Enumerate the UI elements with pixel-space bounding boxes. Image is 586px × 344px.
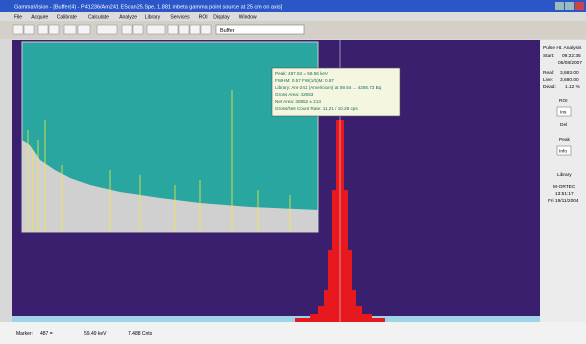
minimize-button[interactable] xyxy=(555,2,564,10)
close-button[interactable] xyxy=(575,2,584,10)
menu-item[interactable]: ROI xyxy=(199,15,208,21)
menu-item[interactable]: Display xyxy=(213,15,230,21)
marker-channel: 487 = xyxy=(40,331,53,337)
button-text: Info xyxy=(559,149,567,155)
button-text: Library xyxy=(557,172,572,178)
inset-spectrum xyxy=(22,140,318,232)
tool-button[interactable] xyxy=(63,24,77,35)
menu-item[interactable]: Library xyxy=(145,15,161,21)
status-bar xyxy=(0,322,586,344)
tool-button[interactable] xyxy=(121,24,133,35)
maximize-button[interactable] xyxy=(565,2,574,10)
tool-button[interactable] xyxy=(48,24,60,35)
tool-button[interactable] xyxy=(132,24,144,35)
tool-button[interactable] xyxy=(37,24,49,35)
tooltip-line: Library: Am-241 (Americium) at 59.54 ...… xyxy=(275,85,382,90)
tool-button[interactable] xyxy=(189,24,201,35)
buffer-select[interactable] xyxy=(215,24,305,35)
menu-item[interactable]: Services xyxy=(170,15,190,21)
tool-button[interactable] xyxy=(200,24,212,35)
tooltip-line: Gross Area: 42053 xyxy=(275,92,314,97)
window-title: GammaVision - [Buffer(4) - P41236/Am241 … xyxy=(14,5,283,11)
tooltip-line: Net Area: 30852 ± 213 xyxy=(275,99,321,104)
value: 09:22:35 xyxy=(562,53,581,59)
date: Fri 19/11/2004 xyxy=(548,198,579,204)
value: 3,683.00 xyxy=(560,70,579,76)
marker-label: Marker: xyxy=(16,331,33,337)
button-text: Ins xyxy=(560,110,567,116)
peak-info-tooltip xyxy=(271,67,401,117)
label: Live: xyxy=(543,77,553,83)
tool-button[interactable] xyxy=(12,24,24,35)
roi-lines xyxy=(27,90,291,232)
status-text: Marker: 487 = 59.49 keV 7.488 Cnts xyxy=(16,331,153,337)
tool-button[interactable] xyxy=(96,24,118,35)
section: ROI xyxy=(559,98,568,104)
tooltip-text: Peak: 487.53 = 59.56 keV FWHM: 0.57 FW(1/… xyxy=(275,71,382,111)
tooltip-line: Peak: 487.53 = 59.56 keV xyxy=(275,71,329,76)
tool-button[interactable] xyxy=(146,24,166,35)
menu-item[interactable]: Window xyxy=(239,15,257,21)
mode: Pulse Ht. Analysis xyxy=(543,45,582,51)
menu-bar xyxy=(0,12,586,21)
tool-button[interactable] xyxy=(167,24,179,35)
clock: 13:51:17 xyxy=(555,191,574,197)
label: Real: xyxy=(543,70,554,76)
ins-button[interactable] xyxy=(556,106,572,117)
menu-item[interactable]: Calibrate xyxy=(57,15,77,21)
marker-counts: 7.488 Cnts xyxy=(128,331,153,337)
info-button[interactable] xyxy=(556,145,572,156)
tooltip-line: FWHM: 0.57 FW(1/5)M: 0.87 xyxy=(275,78,334,83)
spectrum-baseline xyxy=(12,316,540,322)
value: 05/08/2007 xyxy=(558,60,582,66)
side-panel xyxy=(540,40,586,322)
marker-energy: 59.49 keV xyxy=(84,331,107,337)
menu-item[interactable]: Analyze xyxy=(119,15,137,21)
detector: M-ORTEC xyxy=(553,184,576,190)
label: Dead: xyxy=(543,84,556,90)
toolbar-buttons xyxy=(12,24,212,35)
value: 1.12 % xyxy=(565,84,581,90)
menu: File Acquire Calibrate Calculate Analyze Libr… xyxy=(14,15,257,21)
menu-item[interactable]: File xyxy=(14,15,22,21)
buffer-select-text: Buffer xyxy=(220,28,235,34)
tooltip-line: Gross/Net Count Rate: 11.21 / 10.28 cps xyxy=(275,106,358,111)
label: Start: xyxy=(543,53,554,59)
title-bar xyxy=(0,0,586,12)
section: Peak xyxy=(559,137,571,143)
menu-item[interactable]: Acquire xyxy=(31,15,48,21)
button-text: Del xyxy=(560,122,567,128)
tool-button[interactable] xyxy=(23,24,35,35)
value: 3,680.00 xyxy=(560,77,579,83)
menu-item[interactable]: Calculate xyxy=(88,15,109,21)
tool-button[interactable] xyxy=(178,24,190,35)
side-panel-text: Pulse Ht. Analysis Start: 09:22:35 05/08… xyxy=(543,45,582,204)
tool-button[interactable] xyxy=(77,24,91,35)
